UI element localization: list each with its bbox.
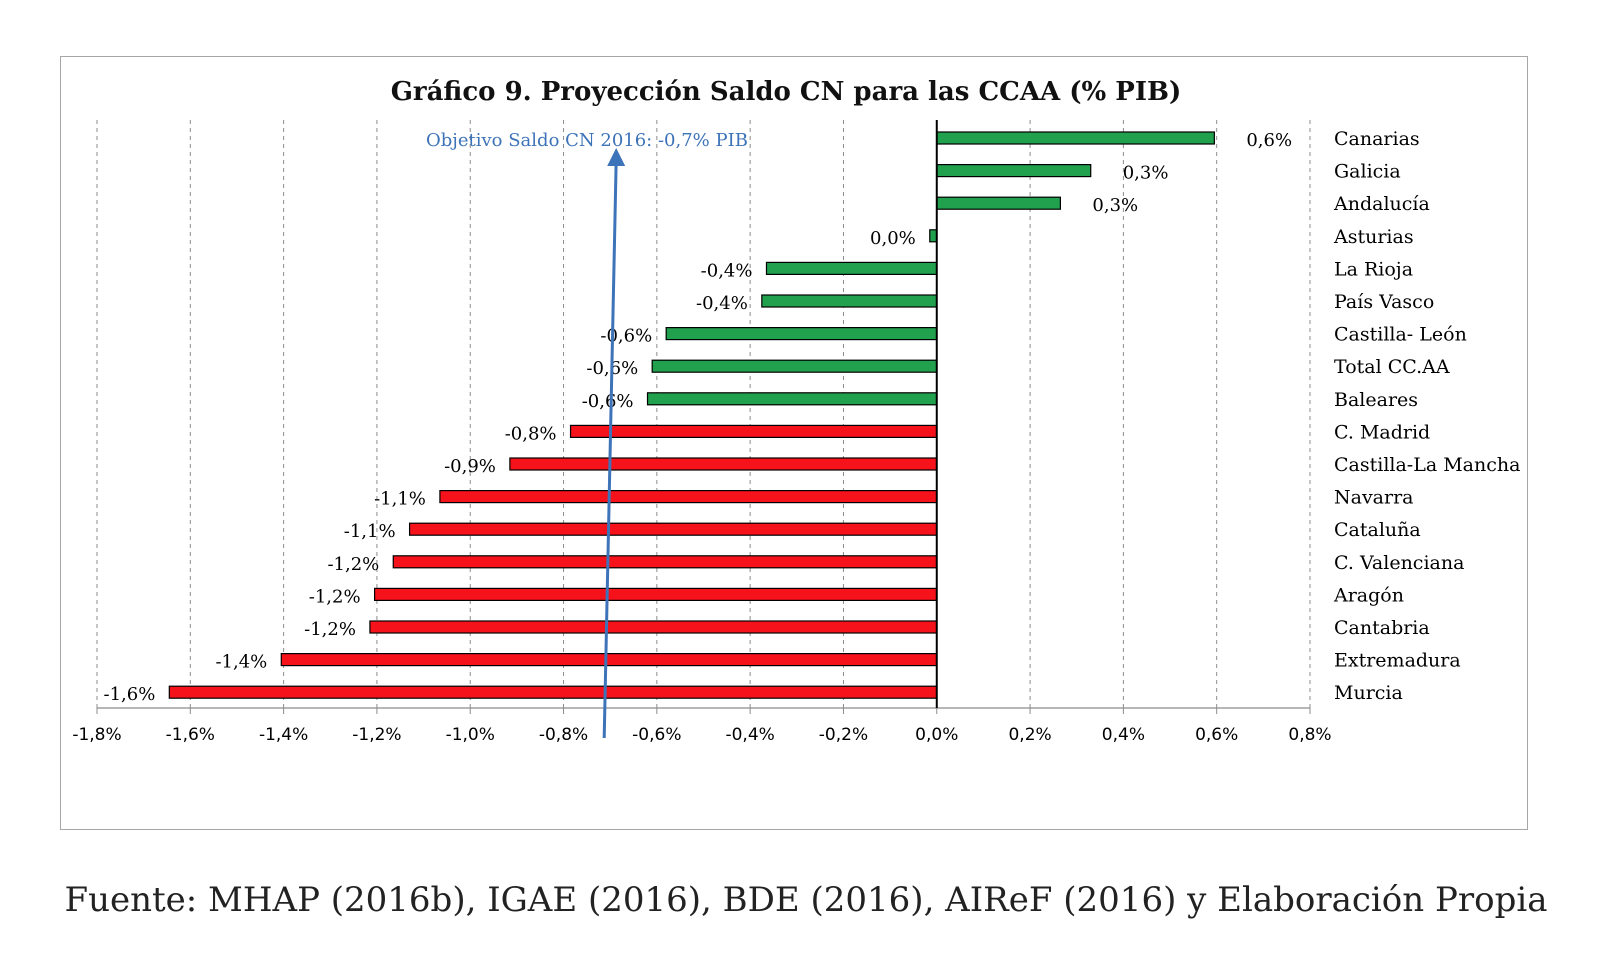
category-label: Murcia: [1334, 682, 1403, 704]
annotation-text: Objetivo Saldo CN 2016: -0,7% PIB: [426, 130, 748, 151]
bar: [569, 424, 938, 438]
data-label: -0,8%: [505, 423, 557, 444]
bar: [392, 555, 938, 569]
bar: [665, 327, 938, 341]
x-tick-label: 0,2%: [1008, 725, 1051, 745]
bar: [369, 620, 938, 634]
category-label: Extremadura: [1334, 650, 1461, 672]
target-arrowhead: [607, 148, 626, 166]
category-label: Castilla- León: [1334, 324, 1467, 346]
x-tick-label: -1,8%: [72, 725, 121, 745]
bar: [651, 359, 938, 373]
category-label: Cantabria: [1334, 617, 1430, 639]
bar: [439, 490, 938, 504]
source-note: Fuente: MHAP (2016b), IGAE (2016), BDE (…: [64, 880, 1548, 920]
data-label: -0,6%: [600, 326, 652, 347]
x-tick-label: -0,8%: [539, 725, 588, 745]
x-tick-label: 0,8%: [1288, 725, 1331, 745]
bar: [373, 587, 938, 602]
category-label: País Vasco: [1334, 291, 1434, 313]
x-tick-label: -1,6%: [166, 725, 215, 745]
bar: [168, 685, 938, 699]
bar: [280, 652, 938, 667]
x-tick-label: 0,0%: [915, 725, 958, 745]
bar: [509, 457, 938, 471]
data-label: -1,2%: [309, 586, 361, 607]
data-label: 0,3%: [1092, 195, 1138, 216]
category-label: Cataluña: [1334, 519, 1421, 541]
category-label: Galicia: [1334, 161, 1401, 183]
bar: [408, 522, 938, 536]
data-label: -1,6%: [104, 684, 156, 705]
data-label: -0,4%: [701, 260, 753, 281]
category-label: C. Valenciana: [1334, 552, 1464, 574]
x-tick-label: 0,4%: [1102, 725, 1145, 745]
bar: [646, 392, 938, 406]
data-label: -0,4%: [696, 293, 748, 314]
data-label: -1,1%: [344, 521, 396, 542]
x-tick-label: 0,6%: [1195, 725, 1238, 745]
x-tick-label: -1,4%: [259, 725, 308, 745]
bar: [929, 229, 938, 243]
category-label: Canarias: [1334, 128, 1420, 150]
data-label: -1,2%: [304, 619, 356, 640]
category-label: La Rioja: [1334, 258, 1413, 280]
category-label: Total CC.AA: [1334, 356, 1450, 378]
data-label: 0,0%: [870, 228, 916, 249]
data-label: 0,3%: [1123, 163, 1169, 184]
bar: [936, 131, 1215, 145]
chart-title: Gráfico 9. Proyección Saldo CN para las …: [391, 77, 1182, 107]
x-tick-label: -0,6%: [632, 725, 681, 745]
bar: [765, 261, 938, 275]
bar: [936, 164, 1092, 178]
data-label: -1,4%: [215, 652, 267, 673]
category-label: Navarra: [1334, 487, 1414, 509]
category-label: Asturias: [1333, 226, 1414, 248]
bar: [761, 294, 938, 308]
x-tick-label: -0,2%: [819, 725, 868, 745]
bar: [936, 196, 1062, 210]
data-label: 0,6%: [1246, 130, 1292, 151]
category-label: Andalucía: [1333, 193, 1430, 215]
category-label: Castilla-La Mancha: [1334, 454, 1520, 476]
data-label: -0,6%: [582, 391, 634, 412]
x-tick-label: -0,4%: [725, 725, 774, 745]
data-label: -1,2%: [327, 554, 379, 575]
target-arrow: [602, 159, 618, 739]
category-label: Aragón: [1333, 584, 1404, 606]
x-tick-label: -1,2%: [352, 725, 401, 745]
category-label: Baleares: [1334, 389, 1418, 411]
data-label: -1,1%: [374, 489, 426, 510]
chart-frame: [60, 56, 1528, 830]
category-label: C. Madrid: [1334, 421, 1430, 443]
data-label: -0,9%: [444, 456, 496, 477]
x-tick-label: -1,0%: [446, 725, 495, 745]
